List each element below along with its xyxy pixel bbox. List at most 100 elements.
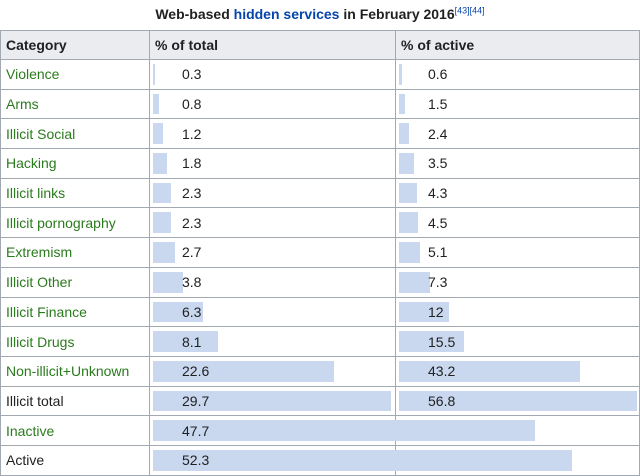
pct-active-bar [399, 331, 464, 352]
pct-total-cell: 3.8 [149, 266, 396, 298]
pct-active-value: 5.1 [428, 244, 448, 261]
pct-active-bar [399, 182, 418, 204]
table-row: Non-illicit+Unknown 22.6 43.2 [0, 355, 640, 387]
table-row: Extremism 2.7 5.1 [0, 237, 640, 268]
pct-active-cell: 0.6 [395, 59, 640, 90]
pct-active-bar [399, 360, 580, 382]
category-cell[interactable]: Hacking [0, 148, 150, 179]
header-category: Category [0, 30, 150, 60]
pct-total-cell: 2.7 [149, 237, 396, 268]
pct-active-cell: 15.5 [395, 326, 640, 357]
category-cell[interactable]: Illicit Social [0, 118, 150, 150]
pct-total-cell: 22.6 [149, 355, 396, 387]
reference-link-44[interactable]: [44] [469, 5, 485, 16]
pct-active-bar [399, 212, 418, 234]
table-row: Violence 0.3 0.6 [0, 59, 640, 90]
pct-total-bar [153, 212, 172, 234]
pct-active-bar [399, 390, 637, 412]
pct-active-cell [395, 444, 640, 476]
header-pct-active: % of active [395, 30, 640, 60]
pct-total-bar [153, 390, 391, 412]
header-pct-total: % of total [149, 30, 396, 60]
pct-active-cell: 3.5 [395, 148, 640, 179]
pct-active-cell: 1.5 [395, 88, 640, 120]
pct-active-cell: 12 [395, 296, 640, 328]
pct-total-value: 52.3 [182, 452, 210, 469]
category-cell[interactable]: Illicit Other [0, 266, 150, 298]
caption-prefix: Web-based [155, 6, 234, 22]
pct-active-value: 7.3 [428, 274, 448, 291]
table-row: Illicit Other 3.8 7.3 [0, 266, 640, 298]
category-cell[interactable]: Illicit Finance [0, 296, 150, 328]
pct-total-bar [153, 331, 218, 352]
pct-total-value: 2.3 [182, 185, 202, 202]
hidden-services-table: Category % of total % of active Violence… [0, 30, 640, 476]
pct-total-bar [153, 93, 160, 115]
pct-active-cell: 7.3 [395, 266, 640, 298]
table-row: Illicit pornography 2.3 4.5 [0, 207, 640, 239]
pct-total-bar [153, 301, 204, 323]
table-row: Illicit links 2.3 4.3 [0, 177, 640, 209]
pct-active-cell: 5.1 [395, 237, 640, 268]
category-cell[interactable]: Arms [0, 88, 150, 120]
pct-active-bar [399, 64, 402, 85]
pct-active-value: 56.8 [428, 392, 456, 409]
pct-total-bar [153, 123, 163, 145]
pct-active-value: 3.5 [428, 155, 448, 172]
pct-total-value: 0.8 [182, 96, 202, 113]
pct-total-cell: 29.7 [149, 385, 396, 417]
pct-total-value: 6.3 [182, 303, 202, 320]
pct-total-cell: 47.7 [149, 415, 536, 446]
pct-active-value: 1.5 [428, 96, 448, 113]
pct-total-value: 22.6 [182, 363, 210, 380]
pct-total-value: 1.2 [182, 125, 202, 142]
pct-active-value: 4.3 [428, 185, 448, 202]
pct-total-bar [153, 271, 184, 293]
pct-active-value: 12 [428, 303, 444, 320]
pct-total-value: 1.8 [182, 155, 202, 172]
pct-active-value: 15.5 [428, 333, 456, 350]
hidden-services-link[interactable]: hidden services [233, 6, 340, 22]
table-row: Illicit Drugs 8.1 15.5 [0, 326, 640, 357]
pct-total-cell: 1.2 [149, 118, 396, 150]
pct-total-bar [153, 182, 172, 204]
reference-links: [43][44] [455, 5, 485, 15]
table-row: Active 52.3 [0, 444, 640, 476]
pct-total-value: 0.3 [182, 66, 202, 83]
pct-total-cell: 2.3 [149, 177, 396, 209]
pct-active-value: 4.5 [428, 214, 448, 231]
pct-active-cell: 4.5 [395, 207, 640, 239]
table-row: Illicit Social 1.2 2.4 [0, 118, 640, 150]
table-row: Arms 0.8 1.5 [0, 88, 640, 120]
category-cell: Illicit total [0, 385, 150, 417]
pct-active-cell: 43.2 [395, 355, 640, 387]
category-cell[interactable]: Illicit pornography [0, 207, 150, 239]
pct-total-value: 47.7 [182, 422, 210, 439]
table-row: Hacking 1.8 3.5 [0, 148, 640, 179]
category-cell[interactable]: Illicit Drugs [0, 326, 150, 357]
pct-active-value: 0.6 [428, 66, 448, 83]
caption-suffix: in February 2016 [339, 6, 455, 22]
pct-total-bar [153, 153, 168, 174]
category-cell[interactable]: Extremism [0, 237, 150, 268]
table-row: Illicit Finance 6.3 12 [0, 296, 640, 328]
pct-active-bar [399, 153, 414, 174]
pct-total-value: 2.3 [182, 214, 202, 231]
category-cell[interactable]: Violence [0, 59, 150, 90]
table-caption: Web-based hidden services in February 20… [0, 0, 640, 30]
category-cell[interactable]: Inactive [0, 415, 150, 446]
category-cell[interactable]: Illicit links [0, 177, 150, 209]
category-cell[interactable]: Non-illicit+Unknown [0, 355, 150, 387]
pct-total-bar [153, 360, 335, 382]
pct-active-cell: 4.3 [395, 177, 640, 209]
pct-active-bar [399, 301, 450, 323]
pct-active-bar [399, 123, 410, 145]
reference-link-43[interactable]: [43] [454, 5, 470, 16]
pct-total-cell: 52.3 [149, 444, 573, 476]
pct-total-cell: 1.8 [149, 148, 396, 179]
pct-total-bar [153, 242, 175, 263]
pct-total-bar [153, 64, 156, 85]
pct-total-value: 3.8 [182, 274, 202, 291]
pct-active-cell: 56.8 [395, 385, 640, 417]
pct-active-value: 43.2 [428, 363, 456, 380]
